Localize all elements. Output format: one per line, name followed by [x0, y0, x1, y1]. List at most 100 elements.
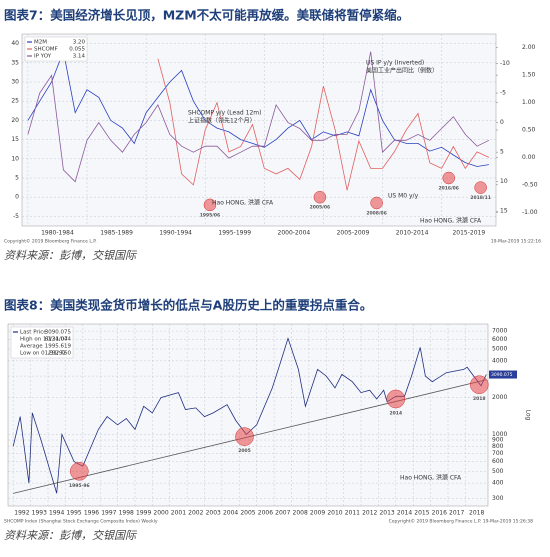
highlight-circle — [370, 196, 383, 210]
highlight-label: 2016/06 — [438, 186, 458, 192]
legend-label: IP YOY — [34, 54, 52, 60]
footnote: Copyright© 2019 Bloomberg Finance L.P. 1… — [389, 518, 534, 525]
annotation: Hao HONG, 洪灏 CFA — [400, 474, 462, 482]
y-tick-label: 0.00 — [522, 154, 536, 161]
y-tick-label: -10 — [500, 60, 510, 67]
figure-caption: 图表7：美国经济增长见顶，MZM不太可能再放缓。美联储将暂停紧缩。 — [4, 8, 409, 23]
price-tag-label: 3090.075 — [491, 372, 513, 378]
x-tick-label: 2012 — [362, 510, 377, 517]
y-tick-label: 600 — [492, 458, 504, 465]
x-tick-label: 1980-1984 — [41, 230, 74, 237]
x-tick-label: 2015-2019 — [452, 230, 485, 237]
y-tick-label: 900 — [492, 437, 504, 444]
source-note: 资料来源：彭博，交银国际 — [4, 529, 137, 542]
highlight-label: 2008/06 — [366, 210, 386, 216]
legend-value: 0.055 — [69, 47, 85, 53]
legend-box — [24, 36, 88, 62]
annotation: US M0 y/y — [388, 193, 419, 200]
highlight-label: 1995-96 — [69, 483, 90, 489]
legend-value: 3.20 — [73, 40, 86, 46]
legend-label: Last Price — [20, 330, 47, 336]
annotation: US IP y/y (Inverted) — [366, 60, 424, 67]
series-line — [27, 51, 490, 183]
highlight-circle — [203, 198, 217, 212]
y-tick-label: 30 — [11, 79, 19, 86]
x-tick-label: 1998 — [119, 510, 134, 517]
x-tick-label: 1999 — [136, 510, 151, 517]
y-tick-label: 800 — [492, 443, 504, 450]
x-tick-label: 2018 — [469, 510, 484, 517]
annotation: 美国工业产出同比（倒数） — [366, 67, 438, 75]
x-tick-label: 2006 — [258, 510, 273, 517]
y-tick-label: 15 — [500, 208, 508, 215]
highlight-circle — [474, 181, 487, 194]
y-tick-label: 300 — [492, 495, 504, 502]
y-axis-label: Log — [525, 410, 532, 421]
y-tick-label: 5 — [500, 149, 504, 156]
x-tick-label: 1996 — [84, 510, 99, 517]
y-tick-label: 700 — [492, 450, 504, 457]
x-tick-label: 2001 — [171, 510, 186, 517]
y-tick-label: 10 — [11, 155, 19, 162]
series-line — [12, 337, 487, 494]
x-tick-label: 2013 — [379, 510, 394, 517]
highlight-circle — [442, 171, 455, 185]
x-tick-label: 2002 — [188, 510, 203, 517]
x-tick-label: 1995 — [66, 510, 81, 517]
highlight-label: 2005 — [238, 448, 251, 454]
footnote: 19-Mar-2019 15:22:16 — [491, 239, 541, 245]
x-tick-label: 2011 — [345, 510, 360, 517]
figure-caption: 图表8：美国类现金货币增长的低点与A股历史上的重要拐点重合。 — [4, 298, 372, 313]
annotation: SHCOMP y/y (Lead 12m) — [188, 110, 261, 117]
x-tick-label: 2005-2009 — [337, 230, 370, 237]
y-tick-label: 500 — [492, 468, 504, 475]
annotation: Hao HONG, 洪灏 CFA — [212, 199, 274, 207]
y-tick-label: -5 — [500, 90, 506, 97]
legend-label: M2M — [34, 40, 47, 46]
y-tick-label: -1.00 — [522, 209, 538, 216]
y-tick-label: 1.50 — [522, 72, 536, 79]
y-tick-label: 1000 — [492, 431, 507, 438]
highlight-label: 2005/06 — [310, 205, 330, 211]
footnote: Copyright© 2019 Bloomberg Finance L.P. — [4, 238, 97, 245]
x-tick-label: 1993 — [32, 510, 47, 517]
price-tag — [489, 370, 517, 379]
y-tick-label: 0 — [15, 194, 19, 201]
highlight-circle — [470, 375, 489, 394]
y-tick-label: 0.50 — [522, 127, 536, 134]
y-tick-label: 7000 — [492, 328, 507, 335]
footnote: SHCOMP Index (Shanghai Stock Exchange Co… — [4, 519, 158, 525]
x-tick-label: 2010-2014 — [396, 230, 429, 237]
x-tick-label: 1985-1989 — [100, 230, 133, 237]
x-tick-label: 2003 — [206, 510, 221, 517]
x-tick-label: 2005 — [240, 510, 255, 517]
y-tick-label: 10 — [500, 178, 508, 185]
y-tick-label: 2000 — [492, 394, 507, 401]
legend-label: Average — [20, 344, 43, 350]
x-tick-label: 2008 — [293, 510, 308, 517]
highlight-circle — [386, 389, 406, 409]
x-tick-label: 2007 — [275, 510, 290, 517]
legend-value: 6124.044 — [45, 337, 72, 343]
highlight-label: 2018/11 — [470, 195, 490, 201]
highlight-label: 2018 — [473, 396, 486, 402]
x-tick-label: 2016 — [432, 510, 447, 517]
y-tick-label: 400 — [492, 480, 504, 487]
x-tick-label: 2015 — [414, 510, 429, 517]
x-tick-label: 1995-1999 — [218, 230, 251, 237]
y-tick-label: -5 — [13, 213, 19, 220]
y-tick-label: 6000 — [492, 336, 507, 343]
x-tick-label: 1992 — [14, 510, 29, 517]
highlight-label: 1995/06 — [200, 212, 220, 218]
y-tick-label: 5000 — [492, 345, 507, 352]
highlight-circle — [70, 462, 89, 481]
series-line — [157, 58, 490, 191]
y-tick-label: 40 — [11, 40, 19, 47]
x-tick-label: 2000-2004 — [278, 230, 311, 237]
x-tick-label: 2014 — [397, 510, 412, 517]
annotation: 上证指数（领先12个月） — [188, 117, 256, 125]
legend-value: 3090.075 — [45, 330, 72, 336]
annotation: Hao HONG, 洪灏 CFA — [420, 217, 482, 225]
